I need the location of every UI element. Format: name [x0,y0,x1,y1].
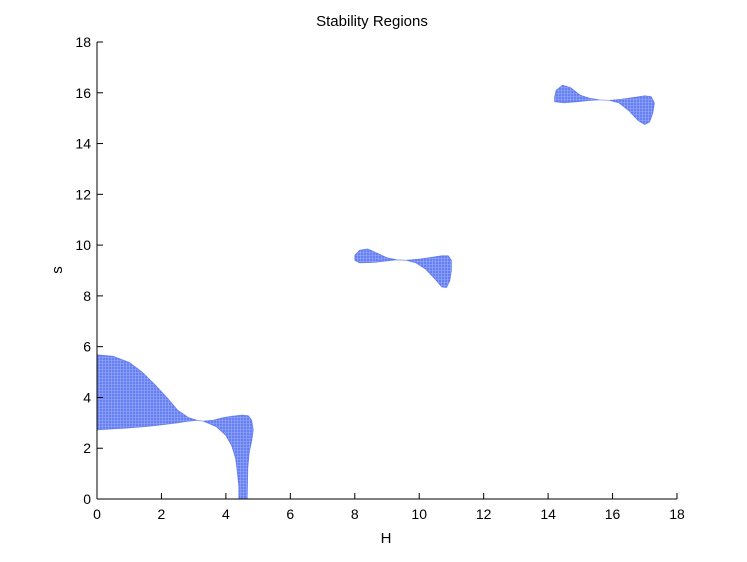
x-tick-label: 8 [351,506,359,522]
y-tick-label: 2 [83,440,91,456]
x-tick-label: 0 [93,506,101,522]
y-tick-label: 12 [75,186,91,202]
axes [96,42,677,500]
x-ticks: 0 2 4 6 8 10 12 14 16 18 [93,493,685,522]
y-tick-label: 0 [83,491,91,507]
x-tick-label: 16 [605,506,621,522]
x-tick-label: 2 [158,506,166,522]
stability-region-2 [354,248,452,288]
y-tick-label: 4 [83,389,91,405]
x-axis-label: H [381,530,392,547]
x-tick-label: 10 [411,506,427,522]
stability-region-1 [96,354,254,500]
x-tick-label: 14 [540,506,556,522]
y-tick-label: 10 [75,237,91,253]
y-tick-label: 18 [75,34,91,50]
y-tick-label: 16 [75,85,91,101]
y-ticks: 0 2 4 6 8 10 12 14 16 18 [75,34,103,507]
y-tick-label: 8 [83,288,91,304]
y-tick-label: 14 [75,136,91,152]
y-axis-label: s [49,266,66,274]
stability-region-3 [554,84,655,125]
x-tick-label: 4 [222,506,230,522]
stability-regions [96,84,655,500]
y-tick-label: 6 [83,339,91,355]
x-tick-label: 18 [669,506,685,522]
x-tick-label: 12 [476,506,492,522]
chart-title: Stability Regions [316,13,428,30]
x-tick-label: 6 [286,506,294,522]
